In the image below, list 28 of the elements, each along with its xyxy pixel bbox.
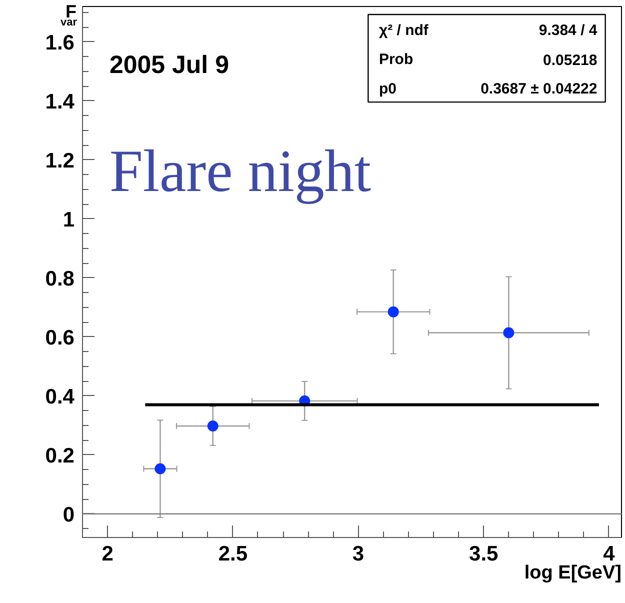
annotation: 0.05218	[543, 52, 598, 70]
y-axis-title: Fvar	[60, 2, 78, 28]
annotation: Prob	[378, 51, 414, 68]
annotation: 2005 Jul 9	[109, 50, 229, 79]
y-tick-label: 0.4	[45, 385, 75, 408]
point	[388, 306, 399, 318]
y-tick-label: 1.6	[45, 31, 75, 54]
x-tick-label: 2.5	[218, 542, 248, 566]
annotation: 9.384 / 4	[538, 22, 598, 39]
y-tick-label: 1.2	[45, 149, 75, 172]
annotation: 0.3687 ± 0.04222	[480, 80, 598, 98]
x-tick-label: 3	[352, 542, 364, 566]
y-tick-label: 0.8	[45, 267, 75, 290]
x-tick-label: 3.5	[469, 542, 499, 566]
point	[207, 420, 218, 432]
y-tick-label: 1.4	[45, 90, 75, 114]
annotation: p0	[378, 80, 396, 98]
y-tick-label: 0.6	[45, 326, 75, 350]
y-tick-label: 0.2	[45, 444, 75, 468]
point	[154, 463, 166, 474]
x-tick-label: 4	[603, 542, 616, 566]
x-tick-label: 2	[102, 542, 114, 566]
y-tick-label: 0	[62, 503, 75, 526]
point	[503, 327, 514, 338]
annotation: χ² / ndf	[378, 22, 430, 39]
annotation: Flare night	[109, 138, 372, 204]
y-tick-label: 1	[62, 208, 75, 232]
x-axis-title: log E[GeV]	[524, 562, 622, 584]
